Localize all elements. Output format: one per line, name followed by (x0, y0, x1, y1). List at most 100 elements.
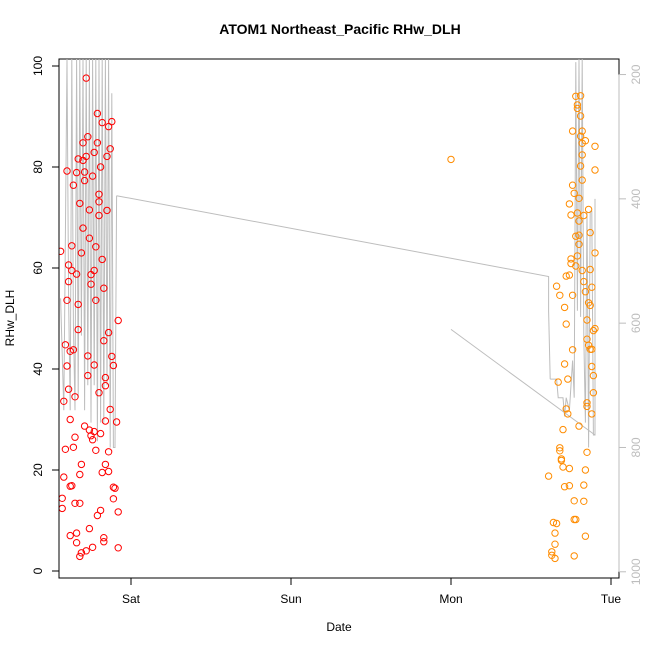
data-point-series-1 (63, 167, 71, 175)
data-point-series-1 (63, 296, 71, 304)
data-point-series-2 (568, 127, 577, 135)
data-point-series-1 (90, 266, 98, 275)
data-point-series-2 (570, 497, 578, 505)
data-point-series-2 (572, 232, 580, 240)
data-point-series-1 (82, 547, 90, 555)
data-point-series-2 (581, 466, 590, 474)
data-point-series-1 (72, 539, 81, 547)
data-point-series-1 (85, 426, 94, 434)
data-point-series-1 (59, 494, 66, 502)
data-point-series-1 (84, 352, 92, 360)
x-axis: Sat Sun Mon Tue (122, 577, 621, 606)
data-point-series-1 (90, 148, 98, 157)
data-point-series-2 (575, 231, 583, 239)
pressure-trace-return-leg (450, 328, 596, 436)
data-point-series-1 (61, 341, 70, 349)
data-point-series-2 (562, 320, 570, 328)
data-point-series-1 (76, 470, 84, 479)
data-point-series-1 (100, 284, 108, 292)
data-point-series-1 (77, 460, 86, 469)
data-point-series-2 (567, 211, 575, 219)
data-point-series-1 (100, 538, 108, 546)
data-point-series-2 (556, 447, 564, 455)
data-point-series-2 (551, 554, 559, 563)
plot-frame (58, 58, 620, 579)
data-point-series-2 (580, 481, 588, 489)
data-point-series-1 (68, 242, 76, 250)
data-point-series-2 (576, 162, 585, 170)
data-point-series-1 (59, 504, 66, 513)
data-point-series-2 (560, 360, 569, 368)
data-point-series-2 (583, 316, 591, 324)
data-point-series-2 (572, 92, 580, 101)
data-point-series-1 (93, 109, 102, 118)
data-point-series-1 (72, 529, 81, 537)
data-point-series-1 (88, 436, 97, 444)
data-point-series-1 (69, 346, 78, 354)
data-points (59, 74, 599, 563)
data-point-series-1 (63, 362, 71, 370)
data-point-series-2 (572, 262, 580, 270)
data-point-series-2 (589, 389, 598, 397)
data-point-series-2 (565, 271, 574, 279)
data-point-series-2 (576, 92, 585, 100)
data-point-series-2 (565, 482, 574, 490)
data-point-series-2 (575, 422, 583, 430)
data-point-series-2 (559, 425, 567, 434)
data-point-series-1 (98, 118, 106, 127)
data-point-series-1 (71, 393, 79, 401)
right-tick-label: 600 (629, 313, 643, 333)
data-point-series-1 (106, 405, 114, 414)
data-point-series-1 (96, 429, 105, 438)
data-point-series-2 (447, 155, 455, 164)
data-point-series-1 (66, 482, 74, 490)
data-point-series-1 (95, 389, 103, 397)
data-point-series-2 (586, 265, 594, 274)
data-point-series-1 (69, 181, 78, 189)
data-point-series-1 (60, 397, 68, 405)
right-axis: 200 400 600 800 1000 (618, 64, 643, 585)
data-point-series-2 (584, 341, 593, 349)
data-point-series-1 (72, 168, 81, 177)
data-point-series-2 (576, 132, 585, 140)
x-tick-label: Sun (280, 592, 301, 606)
data-point-series-2 (551, 529, 559, 537)
data-point-series-1 (93, 139, 102, 147)
data-point-series-2 (552, 282, 561, 290)
data-point-series-1 (103, 152, 111, 161)
data-point-series-2 (562, 405, 570, 413)
chart-title: ATOM1 Northeast_Pacific RHw_DLH (219, 21, 460, 37)
data-point-series-2 (581, 532, 590, 540)
data-point-series-1 (79, 224, 87, 232)
data-point-series-2 (568, 291, 577, 299)
data-point-series-1 (90, 427, 98, 436)
data-point-series-2 (589, 326, 598, 335)
data-point-series-1 (64, 261, 73, 269)
data-point-series-1 (114, 316, 122, 325)
data-point-series-2 (564, 375, 572, 383)
data-point-series-1 (77, 549, 86, 557)
data-point-series-1 (76, 552, 84, 561)
data-point-series-2 (583, 448, 591, 456)
data-point-series-2 (552, 519, 561, 528)
data-point-series-2 (549, 518, 558, 527)
data-point-series-1 (61, 445, 70, 453)
data-point-series-2 (568, 181, 577, 189)
data-point-series-1 (98, 468, 106, 477)
data-point-series-1 (68, 266, 76, 275)
data-point-series-2 (544, 472, 553, 480)
data-point-series-2 (576, 112, 585, 120)
data-point-series-1 (95, 211, 103, 220)
data-point-series-2 (570, 552, 578, 560)
data-point-series-2 (586, 228, 594, 237)
data-point-series-1 (114, 544, 122, 552)
data-point-series-1 (112, 418, 121, 426)
data-point-series-1 (109, 361, 118, 370)
data-point-series-2 (573, 101, 582, 109)
data-point-series-2 (589, 371, 598, 380)
data-point-series-1 (87, 280, 95, 288)
data-point-series-1 (80, 176, 89, 185)
data-point-series-2 (560, 303, 569, 312)
data-point-series-2 (583, 399, 591, 407)
data-point-series-1 (111, 484, 119, 492)
